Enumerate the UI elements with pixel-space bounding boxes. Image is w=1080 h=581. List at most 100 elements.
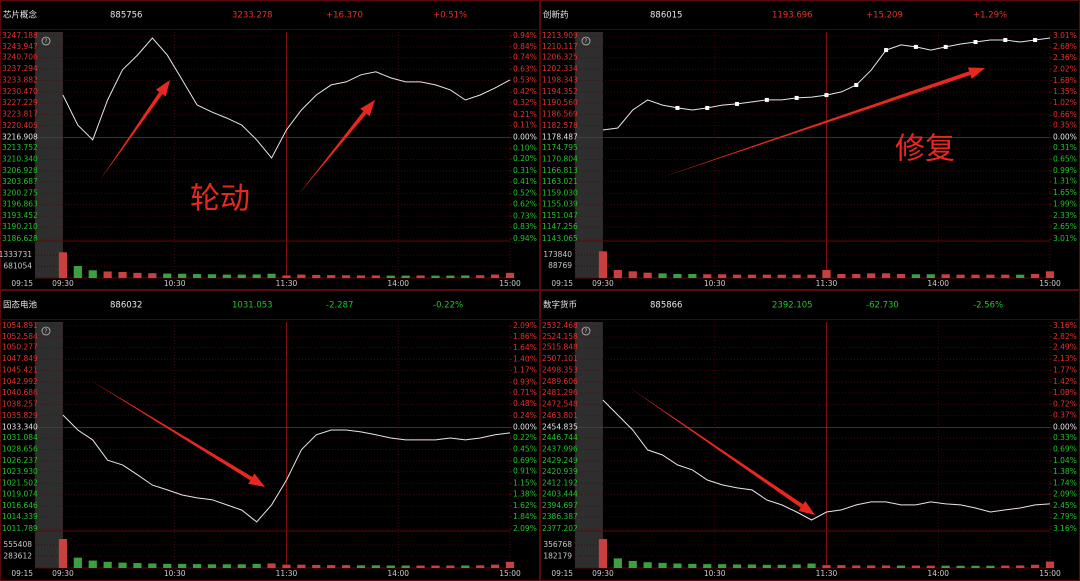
- panel-border: [0, 0, 540, 290]
- y2-tick-label: 2.33%: [1053, 211, 1077, 220]
- y2-tick-label: 1.17%: [513, 366, 537, 375]
- chart-panel: 固态电池 886032 1031.053 -2.287 -0.22%? 1054.891 1…: [0, 290, 540, 581]
- y-tick-label: 3216.908: [2, 133, 38, 142]
- volume-bar: [401, 275, 410, 278]
- y2-tick-label: 1.40%: [513, 355, 537, 364]
- y2-tick-label: 2.82%: [1053, 332, 1077, 341]
- y-tick-label: 1166.813: [542, 166, 578, 175]
- price-marker: [943, 44, 948, 49]
- y2-tick-label: 1.99%: [1053, 200, 1077, 209]
- y2-tick-label: 1.84%: [513, 512, 537, 521]
- y-tick-label: 1019.074: [2, 490, 38, 499]
- volume-bar: [73, 266, 82, 278]
- y2-tick-label: 0.48%: [513, 399, 537, 408]
- volume-bar: [386, 275, 395, 278]
- volume-bar: [688, 563, 697, 568]
- x-tick-label: 09:30: [52, 279, 74, 288]
- y-tick-label: 1159.030: [542, 188, 578, 197]
- y2-tick-label: 1.62%: [513, 501, 537, 510]
- volume-bar: [673, 274, 682, 278]
- x-tick-label: 11:30: [276, 569, 298, 578]
- y2-tick-label: 0.31%: [513, 166, 537, 175]
- y-tick-label: 1026.237: [2, 456, 38, 465]
- chart-panel: 创新药 886015 1193.696 +15.209 +1.29%? 1213.909 1…: [540, 0, 1080, 290]
- volume-bar: [867, 273, 876, 278]
- help-icon: [581, 36, 591, 46]
- volume-bar: [267, 273, 276, 278]
- y-tick-label: 3210.340: [2, 155, 38, 164]
- annotation-text: 修复: [895, 132, 955, 167]
- y-tick-label: 3196.863: [2, 200, 38, 209]
- y2-tick-label: 0.91%: [513, 467, 537, 476]
- y-tick-label: 1042.992: [2, 377, 38, 386]
- x-tick-label: 15:00: [1039, 279, 1061, 288]
- volume-bar: [986, 274, 995, 278]
- price-change: -62.730: [866, 301, 899, 311]
- x-tick-label: 11:30: [816, 279, 838, 288]
- y-tick-label: 2420.939: [542, 467, 578, 476]
- y-tick-label: 3230.470: [2, 87, 38, 96]
- y2-tick-label: 0.31%: [1053, 143, 1077, 152]
- volume-bar: [401, 565, 410, 568]
- price-marker: [884, 48, 889, 53]
- y2-tick-label: 0.00%: [1053, 133, 1077, 142]
- volume-bar: [491, 564, 500, 568]
- y2-tick-label: 1.74%: [1053, 478, 1077, 487]
- annotation-arrow-shaft: [630, 388, 803, 508]
- volume-bar: [282, 564, 291, 568]
- x-tick-label: 10:30: [164, 569, 186, 578]
- price-change-pct: +1.29%: [973, 11, 1007, 21]
- y2-tick-label: 0.62%: [513, 199, 537, 208]
- volume-bar: [148, 563, 157, 568]
- volume-bar: [658, 273, 667, 278]
- volume-bar: [118, 562, 127, 568]
- chart-panel: 芯片概念 885756 3233.278 +16.370 +0.51%? 3247.188…: [0, 0, 540, 290]
- y-tick-label: 1155.039: [542, 200, 578, 209]
- y2-tick-label: 1.31%: [1053, 177, 1077, 186]
- volume-tick-label: 555408: [3, 540, 32, 549]
- price-marker: [705, 105, 710, 110]
- volume-bar: [926, 565, 935, 568]
- y2-tick-label: 1.15%: [513, 478, 537, 487]
- volume-bar: [267, 563, 276, 568]
- x-tick-label: 11:30: [276, 279, 298, 288]
- y-tick-label: 1194.352: [542, 87, 578, 96]
- volume-bar: [732, 564, 742, 568]
- y2-tick-label: 0.33%: [1053, 433, 1077, 442]
- volume-bar: [971, 565, 980, 568]
- volume-bar: [971, 274, 980, 278]
- volume-bar: [461, 275, 470, 278]
- price-marker: [735, 101, 740, 106]
- y2-tick-label: 1.08%: [1053, 388, 1077, 397]
- y2-tick-label: 0.20%: [513, 154, 537, 163]
- volume-bar: [192, 274, 202, 278]
- volume-bar: [658, 562, 667, 568]
- volume-bar: [911, 274, 920, 278]
- y-tick-label: 1202.334: [542, 64, 578, 73]
- y2-tick-label: 0.73%: [513, 211, 537, 220]
- volume-bar: [446, 565, 455, 568]
- volume-bar: [312, 564, 321, 568]
- y2-tick-label: 0.71%: [513, 388, 537, 397]
- y-tick-label: 1047.849: [2, 354, 38, 363]
- y2-tick-label: 0.32%: [513, 98, 537, 107]
- y2-tick-label: 2.13%: [1053, 354, 1077, 363]
- volume-bar: [58, 252, 68, 278]
- volume-bar: [822, 565, 831, 568]
- help-icon-text: ?: [44, 38, 47, 45]
- x-tick-label: 09:30: [592, 279, 614, 288]
- y-tick-label: 3240.706: [2, 53, 38, 62]
- volume-bar: [673, 563, 682, 568]
- y-tick-label: 1050.277: [2, 343, 38, 352]
- volume-tick-label: 283612: [3, 551, 32, 560]
- help-icon: [41, 326, 51, 336]
- y-tick-label: 1170.804: [542, 155, 578, 164]
- volume-bar: [148, 273, 157, 278]
- annotation-arrow-head: [155, 80, 170, 97]
- y-tick-label: 1045.421: [2, 366, 38, 375]
- volume-bar: [881, 565, 891, 568]
- y2-tick-label: 2.45%: [1053, 501, 1077, 510]
- y-tick-label: 1178.487: [542, 133, 578, 142]
- y-tick-label: 2429.249: [542, 456, 578, 465]
- y-tick-label: 2472.548: [542, 399, 578, 408]
